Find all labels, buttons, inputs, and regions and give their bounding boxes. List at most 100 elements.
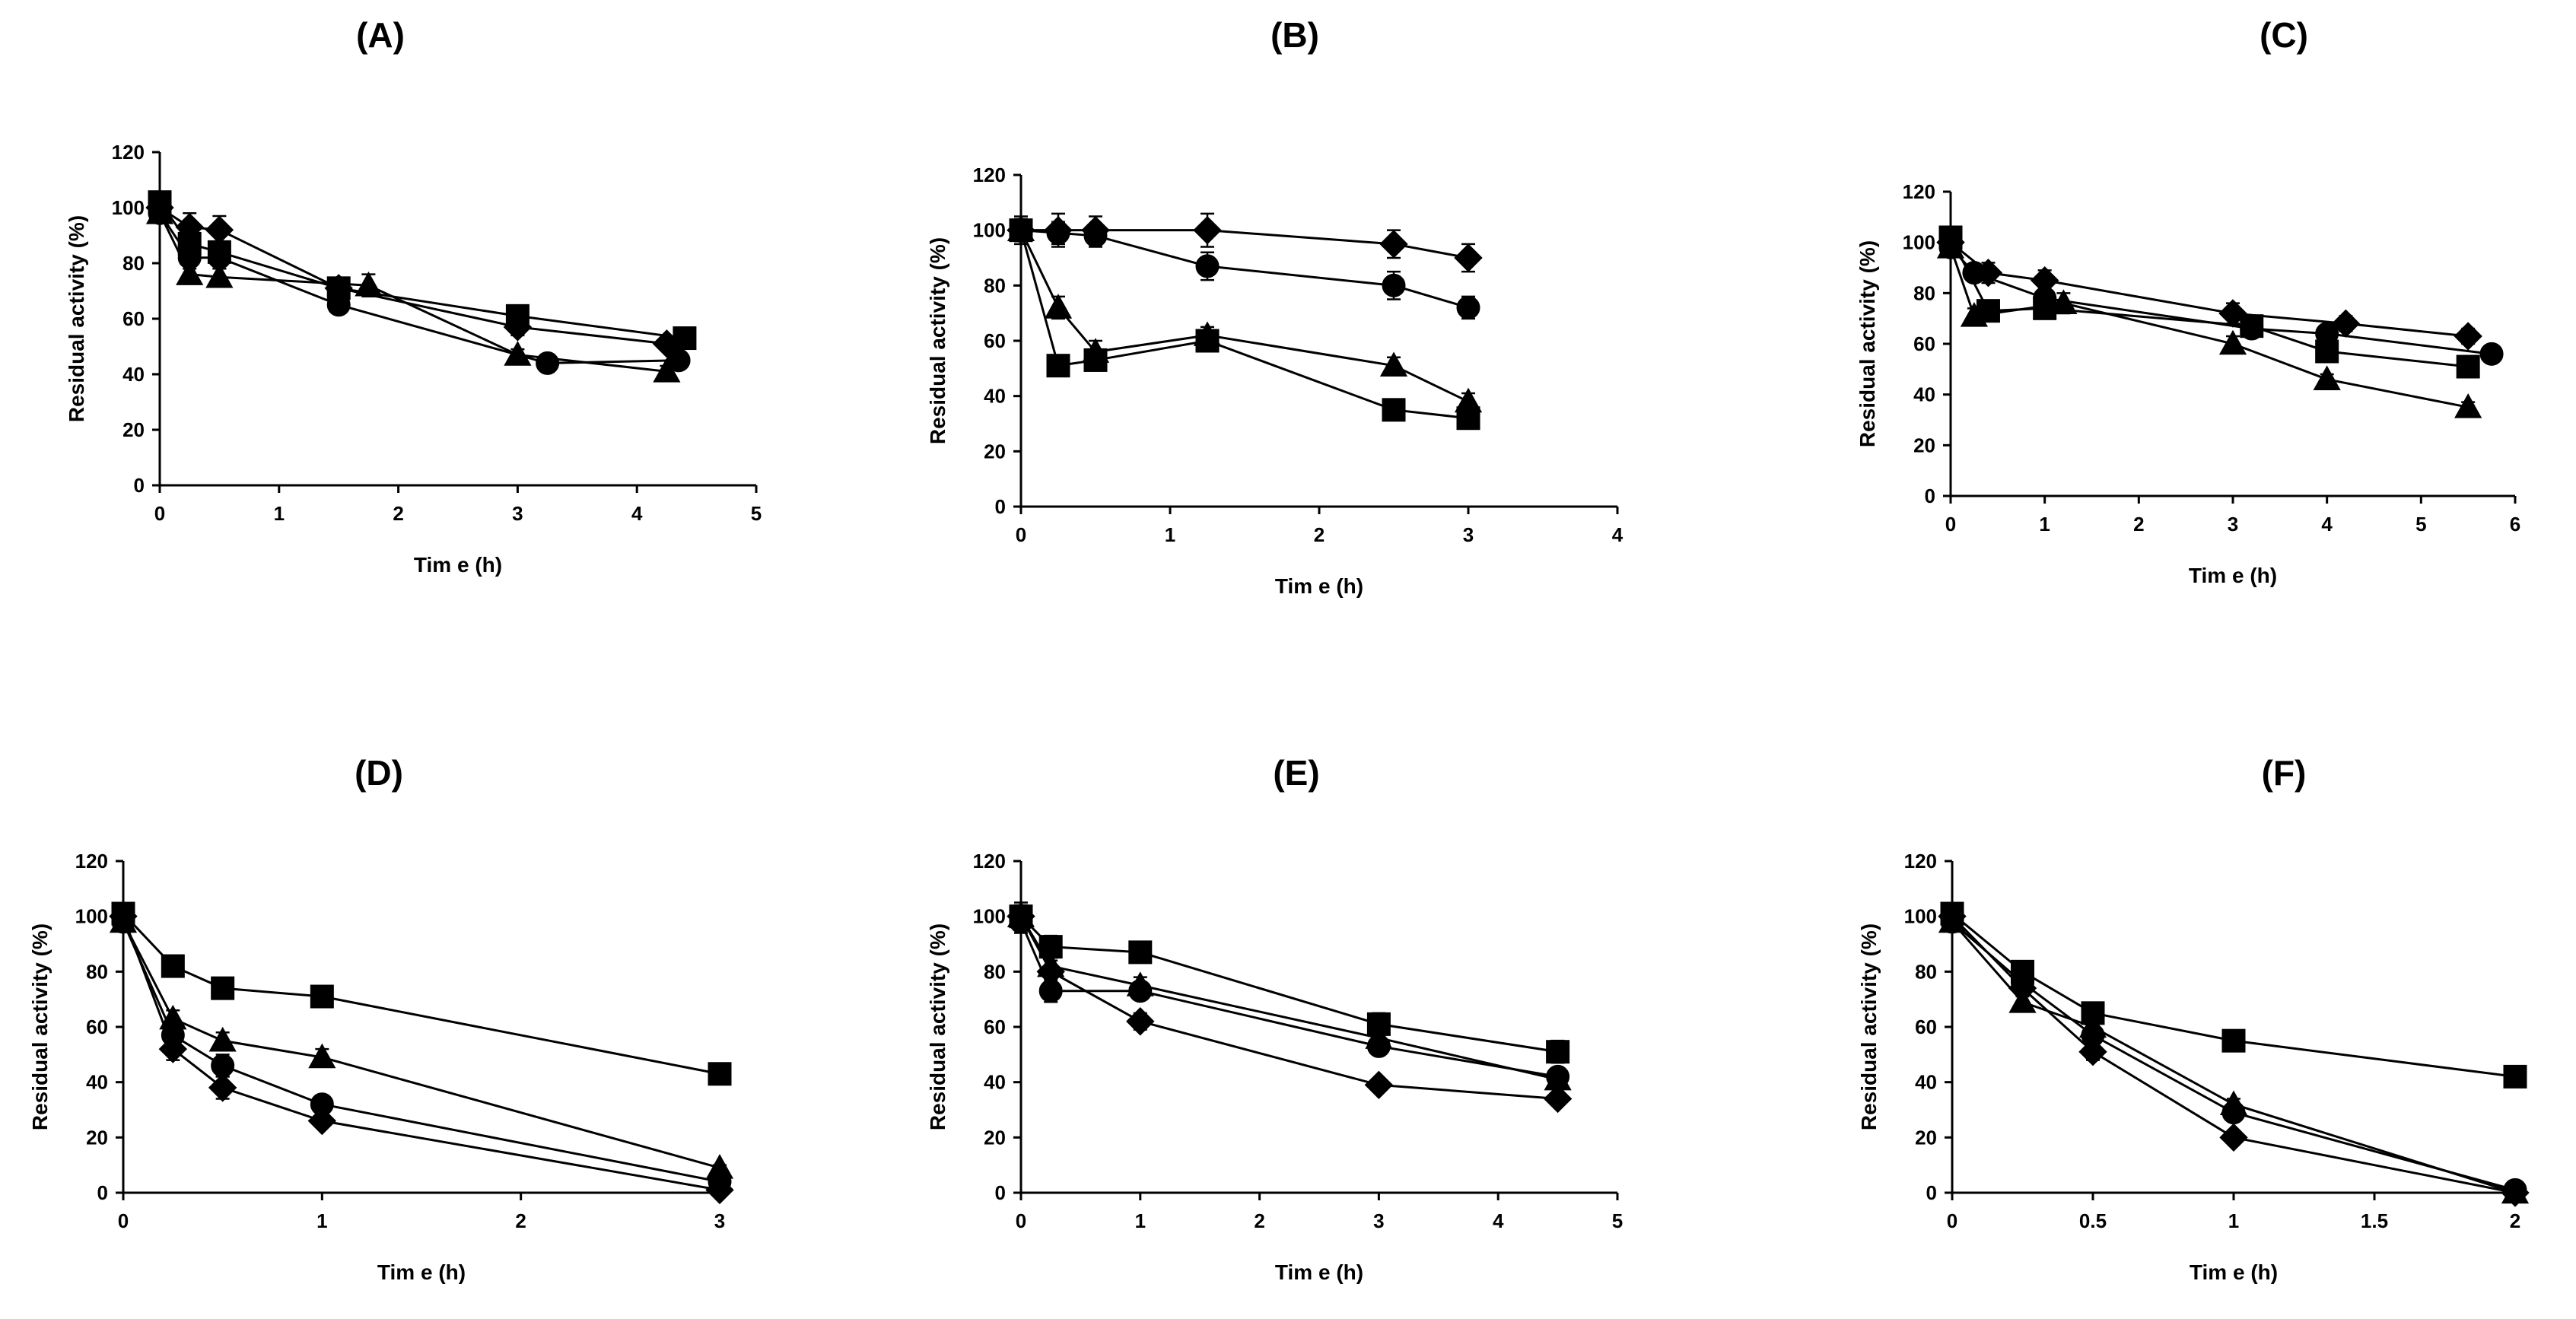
x-tick-label: 4 bbox=[631, 502, 643, 525]
y-tick-label: 120 bbox=[973, 164, 1006, 186]
data-point-square bbox=[1009, 904, 1033, 929]
y-tick-label: 0 bbox=[134, 474, 145, 497]
y-tick-label: 60 bbox=[984, 329, 1006, 352]
x-tick-label: 2 bbox=[1254, 1209, 1264, 1232]
y-tick-label: 0 bbox=[995, 495, 1006, 518]
x-tick-label: 3 bbox=[714, 1209, 725, 1232]
data-point-square bbox=[111, 901, 135, 926]
data-point-diamond bbox=[1193, 215, 1222, 245]
series-diamond bbox=[1007, 212, 1483, 273]
panel-label: (D) bbox=[355, 753, 403, 793]
data-point-square bbox=[211, 976, 235, 1000]
series-square bbox=[1938, 225, 2480, 379]
data-point-triangle bbox=[308, 1043, 336, 1069]
series-line bbox=[159, 206, 667, 345]
x-axis-title: Tim e (h) bbox=[2189, 564, 2277, 587]
y-tick-label: 100 bbox=[1904, 905, 1937, 928]
data-point-triangle bbox=[504, 341, 532, 366]
data-point-square bbox=[1038, 935, 1063, 959]
data-point-triangle bbox=[653, 358, 681, 383]
x-tick-label: 5 bbox=[751, 502, 762, 525]
series-square bbox=[1009, 218, 1480, 431]
x-tick-label: 1 bbox=[2228, 1209, 2239, 1232]
data-point-circle bbox=[1083, 224, 1108, 248]
series-line bbox=[158, 212, 679, 364]
x-tick-label: 4 bbox=[1493, 1209, 1504, 1232]
data-point-diamond bbox=[307, 1106, 337, 1136]
data-point-diamond bbox=[2331, 309, 2361, 338]
data-point-circle bbox=[310, 1092, 334, 1117]
x-tick-label: 1 bbox=[2039, 513, 2050, 536]
data-point-diamond bbox=[2218, 299, 2247, 328]
series-line bbox=[122, 916, 720, 1191]
data-point-square bbox=[2011, 959, 2034, 984]
series-square bbox=[148, 190, 697, 351]
data-point-square bbox=[1128, 940, 1153, 965]
series-line bbox=[1951, 920, 2516, 1194]
data-point-triangle bbox=[2078, 1012, 2107, 1038]
chart-panel: (F) 0 20 40 60 80 100 120 0 0.5 1 1.5 2 Tim e (h) Resi… bbox=[1857, 753, 2530, 1284]
data-point-triangle bbox=[2454, 393, 2482, 418]
data-point-square bbox=[2240, 314, 2264, 338]
series-line bbox=[1019, 915, 1558, 1100]
data-point-square bbox=[1366, 1012, 1391, 1036]
x-tick-label: 5 bbox=[2415, 513, 2426, 536]
chart-panel: (D) 0 20 40 60 80 100 120 0 1 2 3 Tim e (h) Residual … bbox=[28, 753, 734, 1284]
series-line bbox=[1949, 237, 2469, 368]
x-tick-label: 0 bbox=[1016, 523, 1026, 546]
data-point-triangle bbox=[2218, 329, 2247, 355]
data-point-triangle bbox=[355, 271, 383, 297]
data-point-diamond bbox=[2454, 322, 2482, 351]
series-line bbox=[1019, 230, 1469, 403]
data-point-square bbox=[1382, 398, 1406, 422]
data-point-triangle bbox=[2501, 1178, 2530, 1204]
data-point-circle bbox=[1382, 273, 1406, 297]
data-point-circle bbox=[536, 351, 560, 375]
data-point-square bbox=[2456, 354, 2480, 379]
data-point-triangle bbox=[2219, 1090, 2248, 1116]
data-point-square bbox=[148, 190, 172, 215]
data-point-triangle bbox=[159, 1004, 187, 1030]
data-point-square bbox=[2221, 1028, 2246, 1053]
y-tick-label: 20 bbox=[1915, 1126, 1937, 1149]
data-point-circle bbox=[1456, 295, 1480, 319]
data-point-triangle bbox=[1037, 952, 1065, 977]
y-tick-label: 100 bbox=[75, 905, 108, 928]
data-point-triangle bbox=[2008, 988, 2037, 1013]
series-triangle bbox=[1936, 234, 2482, 418]
data-point-square bbox=[1976, 299, 2000, 323]
x-tick-label: 2 bbox=[393, 502, 403, 525]
data-point-square bbox=[2503, 1064, 2527, 1089]
data-point-square bbox=[177, 231, 202, 256]
y-tick-label: 40 bbox=[984, 385, 1006, 408]
data-point-square bbox=[1009, 218, 1033, 243]
y-tick-label: 120 bbox=[1904, 850, 1937, 872]
chart-panel: (E) 0 20 40 60 80 100 120 0 1 2 3 4 5 Tim e (h) Residua… bbox=[926, 753, 1623, 1284]
data-point-square bbox=[1938, 225, 1963, 249]
data-point-diamond bbox=[1454, 243, 1483, 272]
y-tick-label: 80 bbox=[122, 252, 145, 275]
x-tick-label: 0 bbox=[118, 1209, 129, 1232]
y-tick-label: 80 bbox=[86, 960, 108, 983]
chart-panel: (B) 0 20 40 60 80 100 120 0 1 2 3 4 Tim e (h) Residual… bbox=[926, 15, 1624, 598]
panel-label: (A) bbox=[356, 15, 405, 55]
y-tick-label: 120 bbox=[1903, 180, 1935, 203]
x-axis-title: Tim e (h) bbox=[414, 553, 502, 577]
panel-label: (F) bbox=[2262, 753, 2307, 793]
data-point-square bbox=[207, 240, 231, 264]
x-tick-label: 0 bbox=[1947, 1209, 1957, 1232]
data-point-diamond bbox=[1543, 1084, 1573, 1114]
series-diamond bbox=[1938, 901, 2530, 1207]
y-tick-label: 60 bbox=[984, 1015, 1006, 1038]
data-point-square bbox=[505, 304, 530, 328]
y-tick-label: 40 bbox=[1915, 1071, 1937, 1094]
y-tick-label: 120 bbox=[973, 850, 1006, 872]
series-circle bbox=[1940, 910, 2527, 1202]
panel-label: (C) bbox=[2260, 15, 2308, 55]
series-diamond bbox=[1007, 901, 1573, 1114]
data-point-diamond bbox=[2078, 1037, 2107, 1066]
y-tick-label: 120 bbox=[75, 850, 108, 872]
series-circle bbox=[1938, 235, 2504, 366]
data-point-diamond bbox=[208, 1073, 237, 1102]
